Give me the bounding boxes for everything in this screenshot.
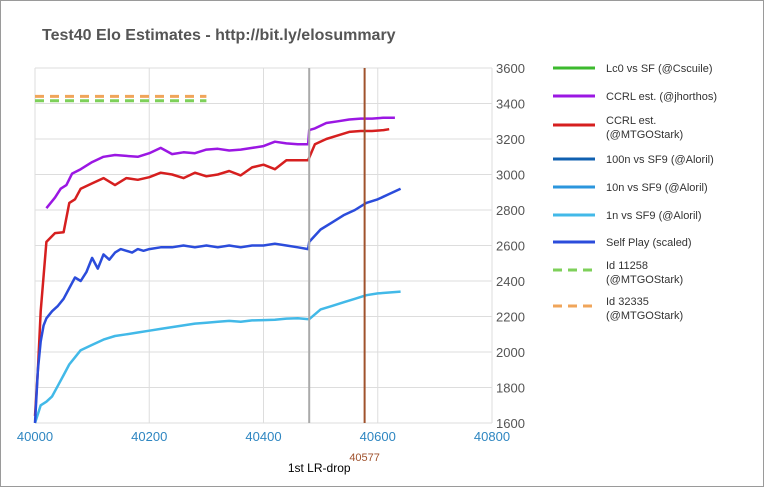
x-tick-label: 40000 [17,429,53,444]
y-tick-label: 2800 [496,203,525,218]
legend-label-0: Lc0 vs SF (@Cscuile) [606,63,713,75]
y-tick-label: 2200 [496,310,525,325]
annotation-label-40577: 40577 [349,452,380,464]
legend-label-3: 100n vs SF9 (@Aloril) [606,154,714,166]
series-line-5 [33,290,401,424]
y-tick-label: 2000 [496,345,525,360]
y-tick-label: 1800 [496,381,525,396]
series-line-2 [33,127,390,416]
legend-label-1: CCRL est. (@jhorthos) [606,91,717,103]
x-tick-label: 40200 [131,429,167,444]
legend-label-7-line2: (@MTGOStark) [606,274,683,286]
annotation-label-lr-drop: 1st LR-drop [288,461,351,475]
y-tick-label: 2600 [496,239,525,254]
y-tick-label: 3000 [496,168,525,183]
x-tick-label: 40400 [245,429,281,444]
legend-label-8-line2: (@MTGOStark) [606,310,683,322]
legend-label-7-line1: Id 11258 [606,260,648,272]
y-tick-label: 3200 [496,132,525,147]
legend-label-2-line1: CCRL est. [606,115,656,127]
legend-label-2-line2: (@MTGOStark) [606,129,683,141]
y-tick-label: 1600 [496,416,525,431]
y-tick-label: 3600 [496,61,525,76]
series-line-6 [33,187,402,424]
legend-label-6: Self Play (scaled) [606,237,692,249]
chart-title: Test40 Elo Estimates - http://bit.ly/elo… [42,27,396,44]
x-tick-label: 40600 [360,429,396,444]
y-tick-label: 2400 [496,274,525,289]
y-tick-label: 3400 [496,97,525,112]
legend-label-8-line1: Id 32335 [606,296,649,308]
series-line-1 [45,116,395,209]
legend-label-5: 1n vs SF9 (@Aloril) [606,210,702,222]
x-tick-label: 40800 [474,429,510,444]
legend-label-4: 10n vs SF9 (@Aloril) [606,182,708,194]
